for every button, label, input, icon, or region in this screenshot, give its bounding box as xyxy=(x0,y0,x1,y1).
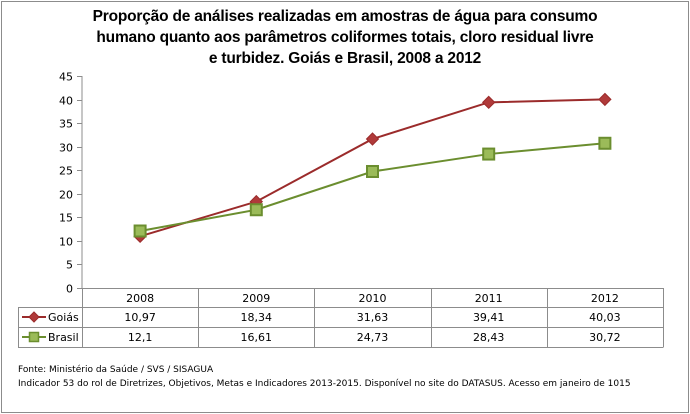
x-category-label: 2012 xyxy=(591,292,619,305)
x-category-label: 2011 xyxy=(475,292,503,305)
table-value: 18,34 xyxy=(241,311,273,324)
note-text: Indicador 53 do rol de Diretrizes, Objet… xyxy=(18,379,631,389)
legend-square-icon xyxy=(28,331,40,343)
table-value: 16,61 xyxy=(241,331,273,344)
legend-label: Brasil xyxy=(48,331,79,344)
y-tick-label: 45 xyxy=(59,71,73,84)
x-category-label: 2008 xyxy=(126,292,154,305)
title-line-3: e turbidez. Goiás e Brasil, 2008 a 2012 xyxy=(208,50,482,67)
y-tick-label: 10 xyxy=(59,236,73,249)
y-tick-label: 30 xyxy=(59,142,73,155)
data-point-brasil xyxy=(366,164,379,178)
y-tick-label: 35 xyxy=(59,118,73,131)
series-line-brasil xyxy=(139,142,605,232)
legend-diamond-icon xyxy=(28,311,40,323)
chart-title: Proporção de análises realizadas em amos… xyxy=(0,6,690,69)
data-point-goias xyxy=(481,95,496,110)
y-tick-label: 5 xyxy=(66,259,73,272)
table-value: 12,1 xyxy=(128,331,153,344)
data-point-brasil xyxy=(598,136,612,150)
table-value: 30,72 xyxy=(589,331,621,344)
table-value: 40,03 xyxy=(589,311,621,324)
table-value: 39,41 xyxy=(473,311,505,324)
data-point-goias xyxy=(365,132,380,146)
y-tick-label: 25 xyxy=(59,165,73,178)
source-text: Fonte: Ministério da Saúde / SVS / SISAG… xyxy=(18,365,214,375)
y-tick-label: 15 xyxy=(59,212,73,225)
data-point-brasil xyxy=(249,203,263,217)
title-line-2: humano quanto aos parâmetros coliformes … xyxy=(96,29,594,46)
data-point-brasil xyxy=(133,224,147,238)
y-tick-label: 0 xyxy=(66,283,73,296)
table-value: 10,97 xyxy=(124,311,156,324)
table-value: 31,63 xyxy=(357,311,389,324)
x-category-label: 2010 xyxy=(359,292,387,305)
table-value: 28,43 xyxy=(473,331,505,344)
data-point-goias xyxy=(598,92,612,107)
y-tick-label: 40 xyxy=(59,95,73,108)
title-line-1: Proporção de análises realizadas em amos… xyxy=(92,8,598,25)
data-point-brasil xyxy=(482,147,496,161)
y-tick-label: 20 xyxy=(59,189,73,202)
table-value: 24,73 xyxy=(357,331,389,344)
x-category-label: 2009 xyxy=(242,292,270,305)
legend-label: Goiás xyxy=(48,311,79,324)
